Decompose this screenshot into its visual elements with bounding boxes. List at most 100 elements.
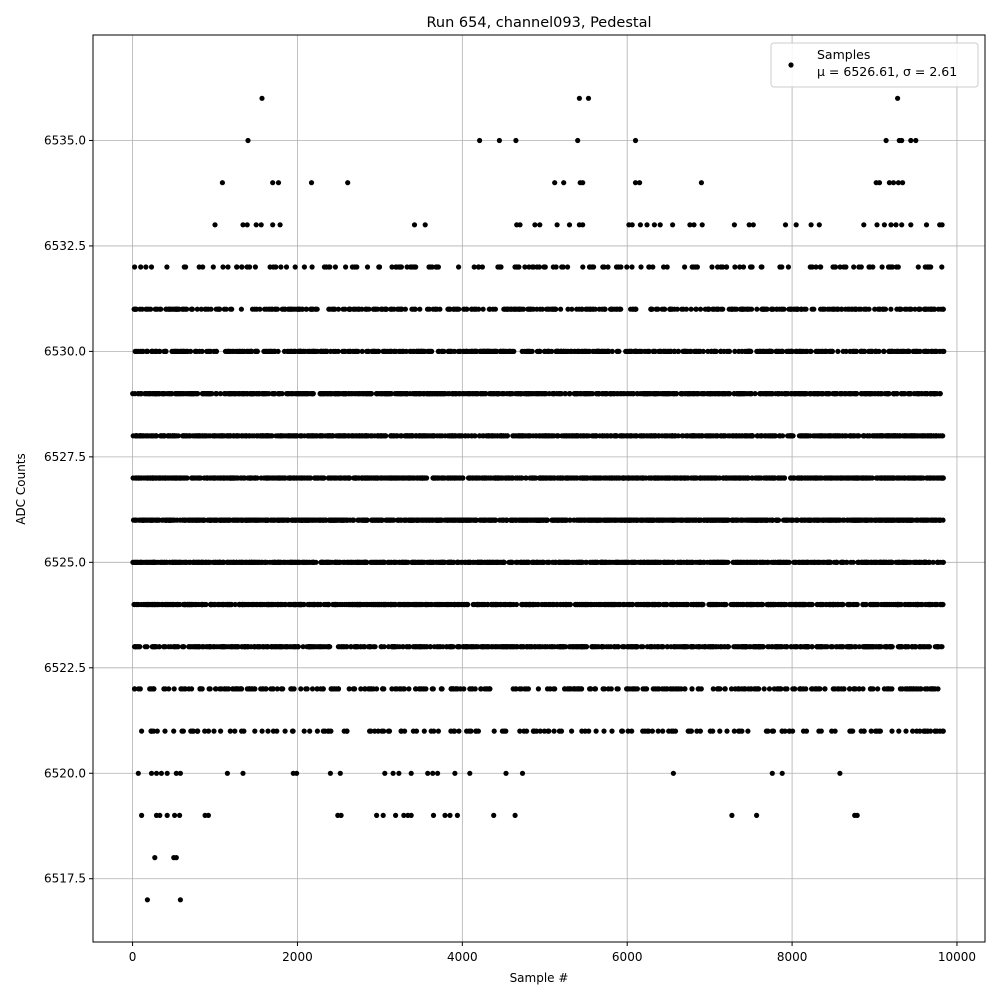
data-point — [733, 644, 740, 650]
data-point — [410, 601, 417, 608]
data-point — [368, 601, 374, 608]
data-point — [698, 601, 704, 608]
data-point — [914, 601, 920, 608]
data-point — [199, 686, 205, 692]
data-point — [852, 517, 858, 523]
data-point — [871, 644, 878, 650]
data-point — [381, 559, 388, 565]
data-point — [264, 644, 270, 650]
data-point — [876, 728, 882, 734]
data-point — [881, 686, 888, 692]
data-point — [304, 686, 310, 692]
data-point — [294, 559, 301, 565]
data-point — [435, 517, 441, 523]
data-point — [597, 601, 604, 608]
data-point — [503, 644, 510, 650]
data-point — [837, 644, 844, 650]
data-point — [742, 517, 748, 523]
data-point — [848, 728, 855, 734]
data-point — [220, 644, 227, 650]
data-point — [499, 728, 505, 734]
data-point — [707, 728, 713, 734]
data-point — [939, 601, 946, 608]
data-point — [794, 644, 800, 650]
data-point — [433, 559, 439, 565]
data-point — [918, 686, 924, 692]
data-point — [258, 517, 264, 523]
data-point — [187, 559, 193, 565]
data-point — [224, 517, 230, 523]
data-point — [872, 517, 878, 523]
data-point — [844, 475, 851, 481]
data-point — [664, 644, 671, 650]
data-point — [427, 644, 433, 650]
data-point — [656, 517, 662, 523]
data-point — [372, 559, 378, 565]
data-point — [410, 559, 416, 565]
data-point — [557, 601, 564, 608]
data-point — [161, 644, 167, 650]
data-point — [640, 686, 646, 692]
data-point — [178, 559, 184, 565]
data-point — [519, 517, 525, 523]
data-point — [610, 559, 616, 565]
data-point — [416, 686, 422, 692]
data-point — [213, 686, 219, 692]
data-point — [784, 686, 790, 692]
data-point — [707, 601, 713, 608]
data-point — [202, 728, 208, 734]
data-point — [809, 644, 815, 650]
data-point — [854, 601, 860, 608]
data-point — [568, 644, 575, 650]
data-point — [834, 559, 840, 565]
data-point — [689, 686, 695, 692]
data-point — [153, 517, 160, 523]
data-point — [600, 686, 606, 692]
data-point — [154, 728, 160, 734]
data-point — [346, 686, 352, 692]
data-point — [888, 559, 894, 565]
data-point — [514, 644, 520, 650]
data-point — [278, 559, 284, 565]
data-point — [581, 517, 588, 523]
data-point — [798, 644, 804, 650]
data-point — [549, 644, 555, 650]
data-point — [143, 601, 149, 608]
data-point — [462, 517, 468, 523]
data-point — [307, 728, 313, 734]
data-point — [851, 686, 858, 692]
data-point — [500, 517, 506, 523]
data-point — [500, 559, 506, 565]
data-point — [488, 517, 494, 523]
data-point — [259, 601, 265, 608]
data-point — [225, 559, 231, 565]
data-point — [722, 686, 728, 692]
data-point — [731, 728, 737, 734]
data-point — [772, 644, 778, 650]
data-point — [150, 686, 156, 692]
data-point — [268, 686, 274, 692]
data-point — [801, 601, 808, 608]
data-point — [188, 601, 194, 608]
data-point — [847, 686, 853, 692]
data-point — [907, 517, 914, 523]
data-point — [246, 686, 252, 692]
data-point — [901, 517, 907, 523]
data-point — [337, 559, 343, 565]
data-point — [588, 686, 594, 692]
data-point — [748, 686, 754, 692]
data-point — [400, 644, 406, 650]
data-point — [424, 517, 430, 523]
data-point — [226, 686, 232, 692]
data-point — [603, 559, 610, 565]
data-point — [629, 686, 635, 692]
data-point — [868, 728, 874, 734]
data-point — [910, 728, 916, 734]
data-point — [414, 559, 420, 565]
data-point — [368, 686, 375, 692]
data-point — [669, 686, 675, 692]
data-point — [784, 559, 790, 565]
data-point — [181, 644, 187, 650]
data-point — [650, 517, 656, 523]
data-point — [593, 728, 599, 734]
